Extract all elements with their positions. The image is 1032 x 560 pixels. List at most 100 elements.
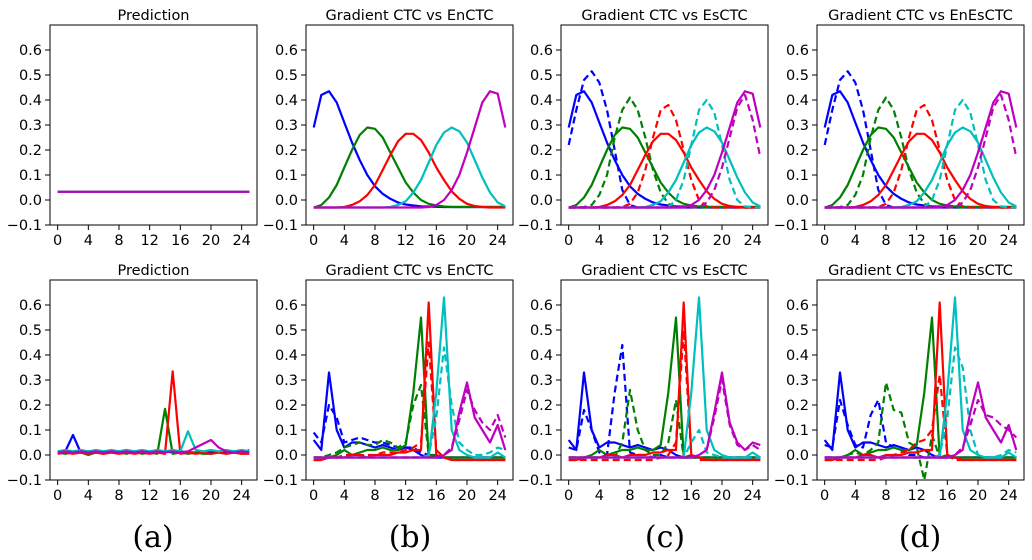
x-tick-label: 0 bbox=[53, 488, 62, 504]
y-tick-label: 0.2 bbox=[530, 143, 553, 159]
subplot-title: Gradient CTC vs EnEsCTC bbox=[828, 263, 1013, 279]
y-tick-label: 0.5 bbox=[530, 323, 553, 339]
x-tick-label: 8 bbox=[370, 488, 379, 504]
x-tick-label: 12 bbox=[140, 488, 158, 504]
series-group bbox=[57, 370, 250, 457]
series-line bbox=[824, 90, 1018, 209]
y-tick-label: 0.6 bbox=[786, 298, 809, 314]
series-line bbox=[824, 103, 1017, 209]
y-tick-label: −0.1 bbox=[518, 218, 553, 234]
subplot-5: Prediction −0.1 0.0 0.1 0.2 0.3 0.4 0.5 0.6 0 4 8 12… bbox=[7, 263, 258, 504]
x-tick-label: 8 bbox=[370, 233, 379, 249]
y-tick-label: 0.4 bbox=[275, 348, 298, 364]
x-tick-label: 24 bbox=[232, 488, 250, 504]
x-tick-label: 0 bbox=[564, 233, 573, 249]
subplot-6: Gradient CTC vs EnCTC −0.1 0.0 0.1 0.2 0.3 0.4… bbox=[263, 263, 514, 504]
y-tick-label: 0.5 bbox=[530, 68, 553, 84]
series-group bbox=[823, 296, 1018, 480]
y-tick-label: 0.3 bbox=[786, 373, 809, 389]
subplot-title: Prediction bbox=[117, 263, 189, 279]
subplot-title: Prediction bbox=[117, 8, 189, 24]
y-tick-label: 0.5 bbox=[19, 68, 42, 84]
x-tick-label: 20 bbox=[969, 488, 987, 504]
x-tick-label: 16 bbox=[427, 488, 445, 504]
y-tick-label: 0.6 bbox=[275, 298, 298, 314]
y-tick-label: −0.1 bbox=[774, 218, 809, 234]
x-tick-label: 20 bbox=[458, 233, 476, 249]
axes-frame bbox=[816, 279, 1025, 481]
series-line bbox=[313, 316, 506, 459]
x-tick-label: 20 bbox=[458, 488, 476, 504]
x-tick-label: 16 bbox=[171, 233, 189, 249]
x-tick-label: 8 bbox=[881, 488, 890, 504]
y-tick-label: 0.1 bbox=[786, 168, 809, 184]
y-tick-label: 0.5 bbox=[786, 323, 809, 339]
y-tick-label: 0.0 bbox=[786, 193, 809, 209]
series-line bbox=[824, 126, 1017, 209]
series-line bbox=[568, 93, 762, 209]
y-tick-label: 0.3 bbox=[19, 373, 42, 389]
y-tick-label: 0.0 bbox=[19, 193, 42, 209]
y-tick-label: 0.1 bbox=[19, 423, 42, 439]
series-line bbox=[313, 381, 507, 459]
x-tick-label: 16 bbox=[682, 233, 700, 249]
axes-frame bbox=[816, 24, 1025, 226]
x-tick-label: 8 bbox=[114, 488, 123, 504]
y-tick-label: 0.6 bbox=[275, 43, 298, 59]
series-line bbox=[824, 398, 1017, 459]
axes-frame bbox=[560, 24, 769, 226]
subplot-2: Gradient CTC vs EnCTC −0.1 0.0 0.1 0.2 0.3 0.4… bbox=[263, 8, 514, 249]
y-tick-label: 0.4 bbox=[19, 348, 42, 364]
x-tick-label: 4 bbox=[595, 233, 604, 249]
x-tick-label: 4 bbox=[851, 488, 860, 504]
y-tick-label: 0.0 bbox=[275, 193, 298, 209]
subplot-title: Gradient CTC vs EsCTC bbox=[581, 263, 747, 279]
y-tick-label: 0.3 bbox=[786, 118, 809, 134]
y-tick-label: 0.4 bbox=[275, 93, 298, 109]
y-tick-label: 0.6 bbox=[530, 298, 553, 314]
x-tick-label: 12 bbox=[140, 233, 158, 249]
series-line bbox=[313, 90, 507, 209]
y-tick-label: 0.0 bbox=[530, 193, 553, 209]
x-tick-label: 8 bbox=[114, 233, 123, 249]
y-tick-label: 0.1 bbox=[19, 168, 42, 184]
y-tick-label: −0.1 bbox=[7, 218, 42, 234]
caption-c: (c) bbox=[645, 520, 685, 555]
x-tick-label: 24 bbox=[488, 488, 506, 504]
y-tick-label: −0.1 bbox=[7, 473, 42, 489]
series-line bbox=[568, 96, 761, 209]
y-tick-label: −0.1 bbox=[518, 473, 553, 489]
subplot-title: Gradient CTC vs EnEsCTC bbox=[828, 8, 1013, 24]
series-line bbox=[568, 328, 761, 462]
series-line bbox=[824, 301, 1017, 462]
x-tick-label: 8 bbox=[881, 233, 890, 249]
axes-frame bbox=[305, 24, 514, 226]
x-tick-label: 8 bbox=[625, 488, 634, 504]
axes-frame bbox=[305, 279, 514, 481]
series-line bbox=[313, 126, 506, 209]
series-line bbox=[824, 96, 1017, 209]
x-tick-label: 12 bbox=[396, 233, 414, 249]
x-tick-label: 16 bbox=[171, 488, 189, 504]
y-tick-label: 0.4 bbox=[530, 93, 553, 109]
x-tick-label: 20 bbox=[202, 488, 220, 504]
series-group bbox=[312, 90, 507, 209]
y-tick-label: 0.2 bbox=[275, 398, 298, 414]
y-tick-label: 0.1 bbox=[275, 168, 298, 184]
series-line bbox=[312, 90, 506, 209]
x-tick-label: 4 bbox=[595, 488, 604, 504]
series-line bbox=[568, 103, 761, 209]
series-line bbox=[313, 301, 506, 462]
y-tick-label: 0.5 bbox=[275, 68, 298, 84]
x-tick-label: 0 bbox=[309, 488, 318, 504]
y-tick-label: 0.2 bbox=[530, 398, 553, 414]
series-line bbox=[824, 381, 1017, 480]
y-tick-label: 0.2 bbox=[786, 143, 809, 159]
x-tick-label: 12 bbox=[907, 233, 925, 249]
x-tick-label: 24 bbox=[999, 488, 1017, 504]
x-tick-label: 8 bbox=[625, 233, 634, 249]
x-tick-label: 16 bbox=[682, 488, 700, 504]
subplot-8: Gradient CTC vs EnEsCTC −0.1 0.0 0.1 0.2 0.3 0… bbox=[774, 263, 1025, 504]
x-tick-label: 4 bbox=[340, 233, 349, 249]
